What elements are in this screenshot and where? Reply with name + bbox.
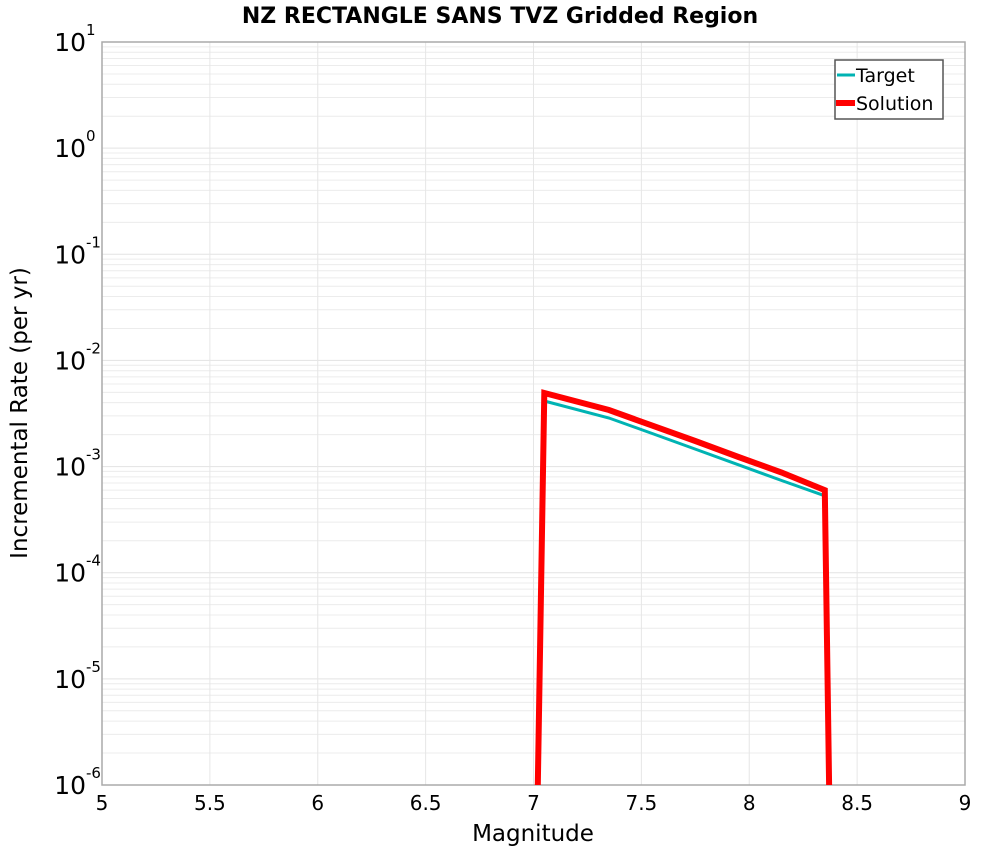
x-tick-label: 5 [96, 791, 109, 815]
y-tick-exponent: -6 [86, 764, 101, 782]
y-tick-exponent: 0 [86, 127, 96, 145]
x-tick-label: 7 [527, 791, 540, 815]
plot-area [101, 41, 966, 786]
x-tick-label: 7.5 [625, 791, 657, 815]
y-tick-label: 10 [54, 453, 86, 482]
y-tick-label: 10 [54, 134, 86, 163]
y-tick-exponent: -1 [86, 233, 101, 251]
x-tick-label: 6 [311, 791, 324, 815]
series-group [534, 389, 833, 786]
legend-label-solution: Solution [856, 93, 933, 115]
x-axis-label: Magnitude [472, 821, 594, 847]
legend-box [834, 59, 944, 120]
x-tick-label: 6.5 [410, 791, 442, 815]
y-tick-exponent: -4 [86, 552, 101, 570]
x-tick-label: 9 [959, 791, 972, 815]
chart-title: NZ RECTANGLE SANS TVZ Gridded Region [242, 4, 758, 29]
y-axis-label: Incremental Rate (per yr) [7, 267, 33, 559]
y-tick-label: 10 [54, 559, 86, 588]
legend-label-target: Target [855, 65, 915, 87]
x-tick-label: 5.5 [194, 791, 226, 815]
legend: Target Solution [834, 59, 944, 120]
x-axis-ticks: 5 5.5 6 6.5 7 7.5 8 8.5 9 [96, 791, 972, 815]
y-tick-exponent: -3 [86, 446, 101, 464]
series-line-target [543, 399, 826, 498]
y-tick-exponent: -2 [86, 339, 101, 357]
x-tick-label: 8 [743, 791, 756, 815]
series-line-solution [534, 389, 833, 786]
y-tick-label: 10 [54, 665, 86, 694]
y-tick-label: 10 [54, 28, 86, 57]
y-tick-exponent: 1 [86, 21, 96, 39]
y-tick-exponent: -5 [86, 658, 101, 676]
y-tick-label: 10 [54, 771, 86, 800]
x-tick-label: 8.5 [841, 791, 873, 815]
grid [101, 42, 966, 786]
y-tick-label: 10 [54, 346, 86, 375]
y-tick-label: 10 [54, 240, 86, 269]
